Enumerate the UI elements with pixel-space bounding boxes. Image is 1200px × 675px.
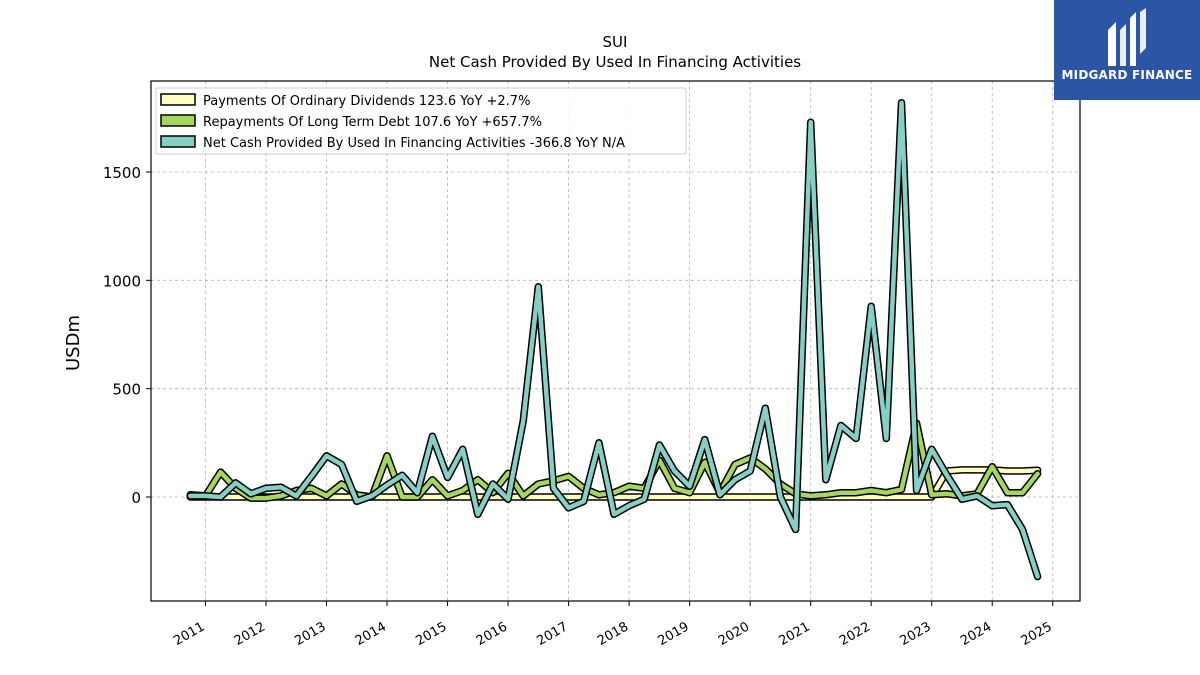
series-1 bbox=[186, 419, 1042, 502]
brand-name: MIDGARD FINANCE bbox=[1061, 68, 1193, 82]
y-tick-label: 1500 bbox=[103, 164, 141, 182]
x-tick-label: 2016 bbox=[474, 619, 510, 649]
legend-swatch bbox=[160, 135, 196, 148]
legend-swatch bbox=[160, 114, 196, 127]
y-axis-label: USDm bbox=[63, 315, 84, 371]
series-line bbox=[188, 421, 1040, 501]
x-tick-label: 2022 bbox=[837, 619, 873, 649]
x-tick-label: 2014 bbox=[353, 619, 389, 649]
legend: Payments Of Ordinary Dividends 123.6 YoY… bbox=[155, 87, 687, 155]
series-line-outline bbox=[186, 419, 1042, 502]
x-tick-label: 2024 bbox=[958, 619, 994, 649]
y-tick-label: 0 bbox=[131, 489, 141, 507]
x-tick-label: 2020 bbox=[716, 619, 752, 649]
series-line bbox=[188, 100, 1040, 579]
x-tick-label: 2023 bbox=[898, 619, 934, 649]
chart-subtitle: Net Cash Provided By Used In Financing A… bbox=[429, 53, 801, 71]
series-2 bbox=[186, 98, 1042, 581]
y-tick-label: 1000 bbox=[103, 272, 141, 290]
grid bbox=[151, 81, 1080, 601]
x-tick-label: 2021 bbox=[777, 619, 813, 649]
y-tick-label: 500 bbox=[112, 381, 141, 399]
plot-area bbox=[186, 98, 1042, 581]
x-tick-label: 2017 bbox=[534, 619, 570, 649]
midgard-finance-logo: MIDGARD FINANCE bbox=[1054, 0, 1200, 100]
legend-entry: Net Cash Provided By Used In Financing A… bbox=[203, 136, 625, 151]
x-tick-label: 2015 bbox=[413, 619, 449, 649]
x-tick-label: 2011 bbox=[171, 619, 207, 649]
midgard-logo-icon bbox=[1108, 8, 1146, 66]
x-tick-label: 2012 bbox=[232, 619, 268, 649]
legend-entry: Payments Of Ordinary Dividends 123.6 YoY… bbox=[203, 94, 530, 109]
plot-frame bbox=[150, 80, 1081, 602]
chart-title: SUI bbox=[603, 33, 628, 51]
legend-box bbox=[155, 87, 687, 155]
x-tick-label: 2018 bbox=[595, 619, 631, 649]
legend-entry: Repayments Of Long Term Debt 107.6 YoY +… bbox=[203, 115, 542, 130]
legend-swatch bbox=[160, 93, 196, 106]
x-tick-label: 2013 bbox=[292, 619, 328, 649]
x-tick-label: 2025 bbox=[1019, 619, 1055, 649]
x-tick-label: 2019 bbox=[655, 619, 691, 649]
